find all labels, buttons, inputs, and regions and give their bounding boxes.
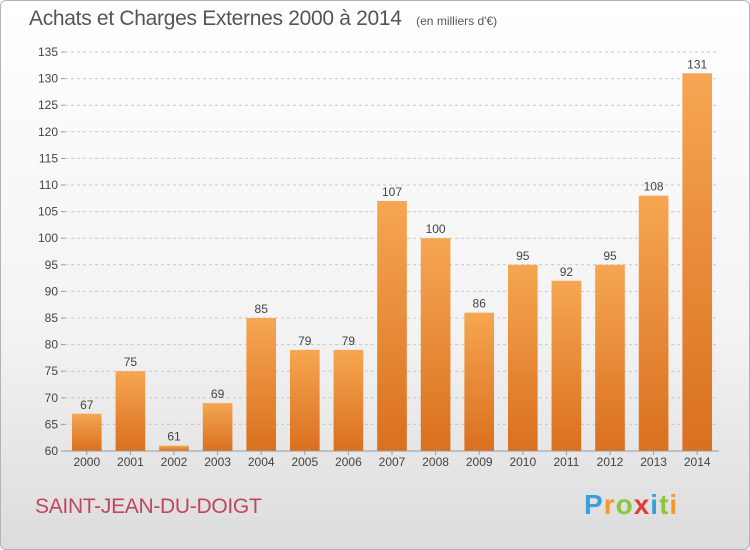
x-axis-ticks: 2000 2001 2002 2003 2004 2005 2006 2007 2008 2009… — [73, 451, 711, 469]
bar-value-label: 79 — [298, 334, 312, 348]
x-tick-label: 2008 — [422, 455, 449, 469]
x-tick-label: 2004 — [248, 455, 275, 469]
x-tick-label: 2002 — [161, 455, 188, 469]
x-tick-label: 2011 — [553, 455, 579, 469]
brand-logo: Proxiti — [584, 489, 678, 521]
x-tick-label: 2003 — [204, 455, 231, 469]
y-tick-label: 75 — [45, 364, 59, 378]
y-tick-label: 110 — [39, 178, 58, 192]
bar-value-label: 79 — [342, 334, 356, 348]
bar-value-label: 69 — [211, 387, 225, 401]
y-tick-label: 135 — [38, 45, 58, 59]
bar — [159, 445, 189, 451]
x-tick-label: 2014 — [684, 455, 711, 469]
x-tick-label: 2005 — [291, 455, 318, 469]
x-tick-label: 2010 — [509, 455, 536, 469]
x-tick-label: 2012 — [597, 455, 624, 469]
y-tick-label: 90 — [45, 284, 59, 298]
bar — [420, 238, 451, 451]
bar-value-label: 67 — [80, 398, 94, 412]
title-row: Achats et Charges Externes 2000 à 2014 (… — [29, 7, 497, 31]
y-tick-label: 105 — [38, 205, 58, 219]
y-tick-label: 115 — [39, 151, 58, 165]
x-tick-label: 2001 — [117, 455, 144, 469]
brand-letter: t — [659, 489, 670, 520]
y-tick-label: 95 — [45, 258, 59, 272]
y-tick-label: 120 — [38, 125, 58, 139]
x-tick-label: 2000 — [73, 455, 100, 469]
brand-letter: i — [650, 489, 660, 520]
bar — [464, 312, 495, 451]
bar-value-label: 61 — [167, 430, 181, 444]
brand-letter: P — [584, 489, 604, 520]
bar-value-label: 100 — [426, 222, 446, 236]
bar-value-label: 85 — [255, 302, 269, 316]
brand-letter: o — [615, 489, 634, 520]
brand-letter: r — [603, 489, 616, 520]
chart-unit: (en milliers d'€) — [416, 14, 498, 28]
x-tick-label: 2013 — [640, 455, 667, 469]
bar — [682, 73, 713, 451]
y-tick-label: 70 — [45, 391, 59, 405]
y-tick-label: 60 — [45, 444, 59, 458]
brand-letter: x — [633, 489, 651, 520]
bar-value-label: 86 — [473, 297, 487, 311]
bar — [246, 318, 277, 451]
bar — [507, 264, 538, 451]
bar — [289, 349, 320, 451]
y-tick-label: 130 — [38, 72, 58, 86]
x-tick-label: 2007 — [379, 455, 406, 469]
bar-value-label: 108 — [644, 180, 664, 194]
bar-value-label: 75 — [124, 355, 138, 369]
y-tick-label: 65 — [45, 417, 59, 431]
y-tick-label: 125 — [38, 98, 58, 112]
bar — [638, 195, 669, 451]
y-axis-ticks: 60 65 70 75 80 85 90 95 100 105 110 115 120 125 130 135 — [38, 45, 65, 458]
x-tick-label: 2006 — [335, 455, 362, 469]
y-tick-label: 100 — [38, 231, 58, 245]
brand-letter: i — [669, 489, 679, 520]
bar-value-label: 95 — [516, 249, 530, 263]
bar-value-label: 92 — [560, 265, 574, 279]
y-tick-label: 85 — [45, 311, 59, 325]
bar-value-label: 95 — [603, 249, 617, 263]
bar — [551, 280, 582, 451]
bar-value-label: 131 — [687, 57, 707, 71]
x-tick-label: 2009 — [466, 455, 493, 469]
bar — [377, 200, 407, 451]
bar — [71, 413, 102, 451]
bars: 67 75 61 69 85 79 79 107 100 86 95 92 95 108 131 — [71, 57, 713, 451]
bar-value-label: 107 — [382, 185, 402, 199]
bar — [595, 264, 625, 451]
bar — [115, 371, 146, 451]
bar — [333, 349, 364, 451]
bar — [202, 403, 233, 451]
y-tick-label: 80 — [45, 338, 59, 352]
town-name: SAINT-JEAN-DU-DOIGT — [35, 495, 262, 518]
chart-title: Achats et Charges Externes 2000 à 2014 — [29, 7, 402, 30]
